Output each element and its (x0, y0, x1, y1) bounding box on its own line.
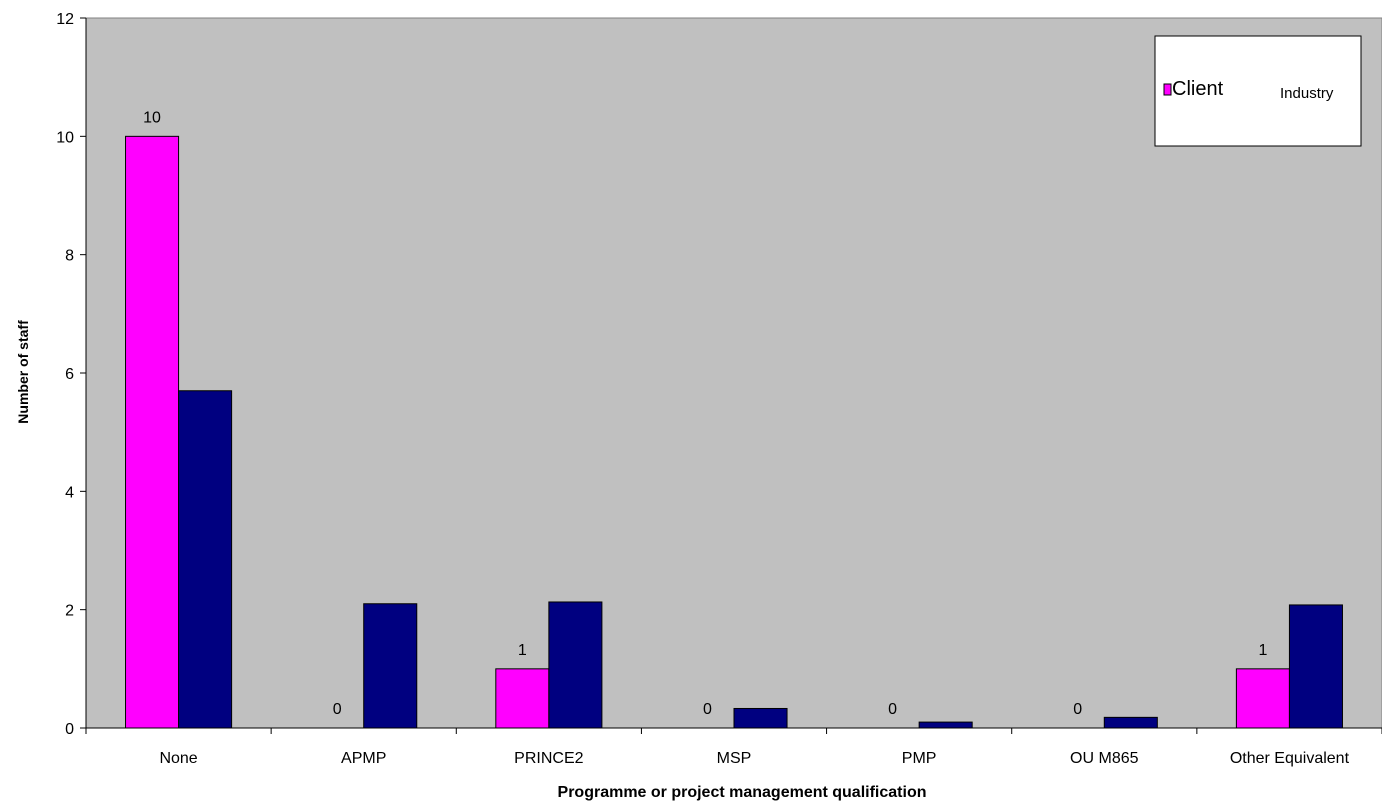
x-tick-label: PRINCE2 (514, 750, 583, 767)
bars-group (125, 135, 1343, 729)
y-tick-label: 12 (56, 11, 74, 28)
y-tick-label: 2 (65, 603, 74, 620)
y-tick-label: 4 (65, 484, 74, 501)
legend: Client Industry (1154, 35, 1362, 147)
data-label: 0 (333, 701, 342, 718)
legend-swatch-client (1163, 83, 1172, 96)
x-tick-label: Other Equivalent (1230, 750, 1350, 767)
data-label: 0 (1073, 701, 1082, 718)
y-tick-label: 6 (65, 366, 74, 383)
x-axis: None APMP PRINCE2 MSP PMP OU M865 Other Equiva… (85, 727, 1382, 767)
legend-label-client: Client (1172, 78, 1224, 100)
bar-industry-apmp (363, 603, 418, 729)
data-label: 1 (1258, 642, 1267, 659)
x-tick-label: MSP (717, 750, 752, 767)
data-label: 0 (888, 701, 897, 718)
y-tick-label: 10 (56, 129, 74, 146)
x-tick-label: PMP (902, 750, 937, 767)
data-label: 1 (518, 642, 527, 659)
bar-industry-msp (733, 707, 788, 729)
bar-client-prince2 (495, 668, 550, 729)
bar-client-other-equivalent (1235, 668, 1290, 729)
bar-industry-pmp (918, 721, 973, 729)
bar-industry-ou-m865 (1103, 716, 1158, 729)
data-label: 0 (703, 701, 712, 718)
x-tick-label: OU M865 (1070, 750, 1139, 767)
y-tick-label: 8 (65, 248, 74, 265)
bar-client-none (125, 135, 180, 729)
x-tick-label: APMP (341, 750, 386, 767)
y-axis-title: Number of staff (15, 320, 31, 424)
y-tick-label: 0 (65, 721, 74, 738)
x-axis-title: Programme or project management qualific… (558, 784, 927, 801)
bar-industry-none (178, 390, 233, 729)
bar-industry-prince2 (548, 601, 603, 729)
legend-label-industry: Industry (1280, 85, 1334, 102)
x-tick-label: None (159, 750, 197, 767)
legend-box (1154, 35, 1362, 147)
y-axis: 0 2 4 6 8 10 12 (56, 11, 87, 738)
bar-industry-other-equivalent (1288, 604, 1343, 729)
data-label: 10 (143, 109, 161, 126)
